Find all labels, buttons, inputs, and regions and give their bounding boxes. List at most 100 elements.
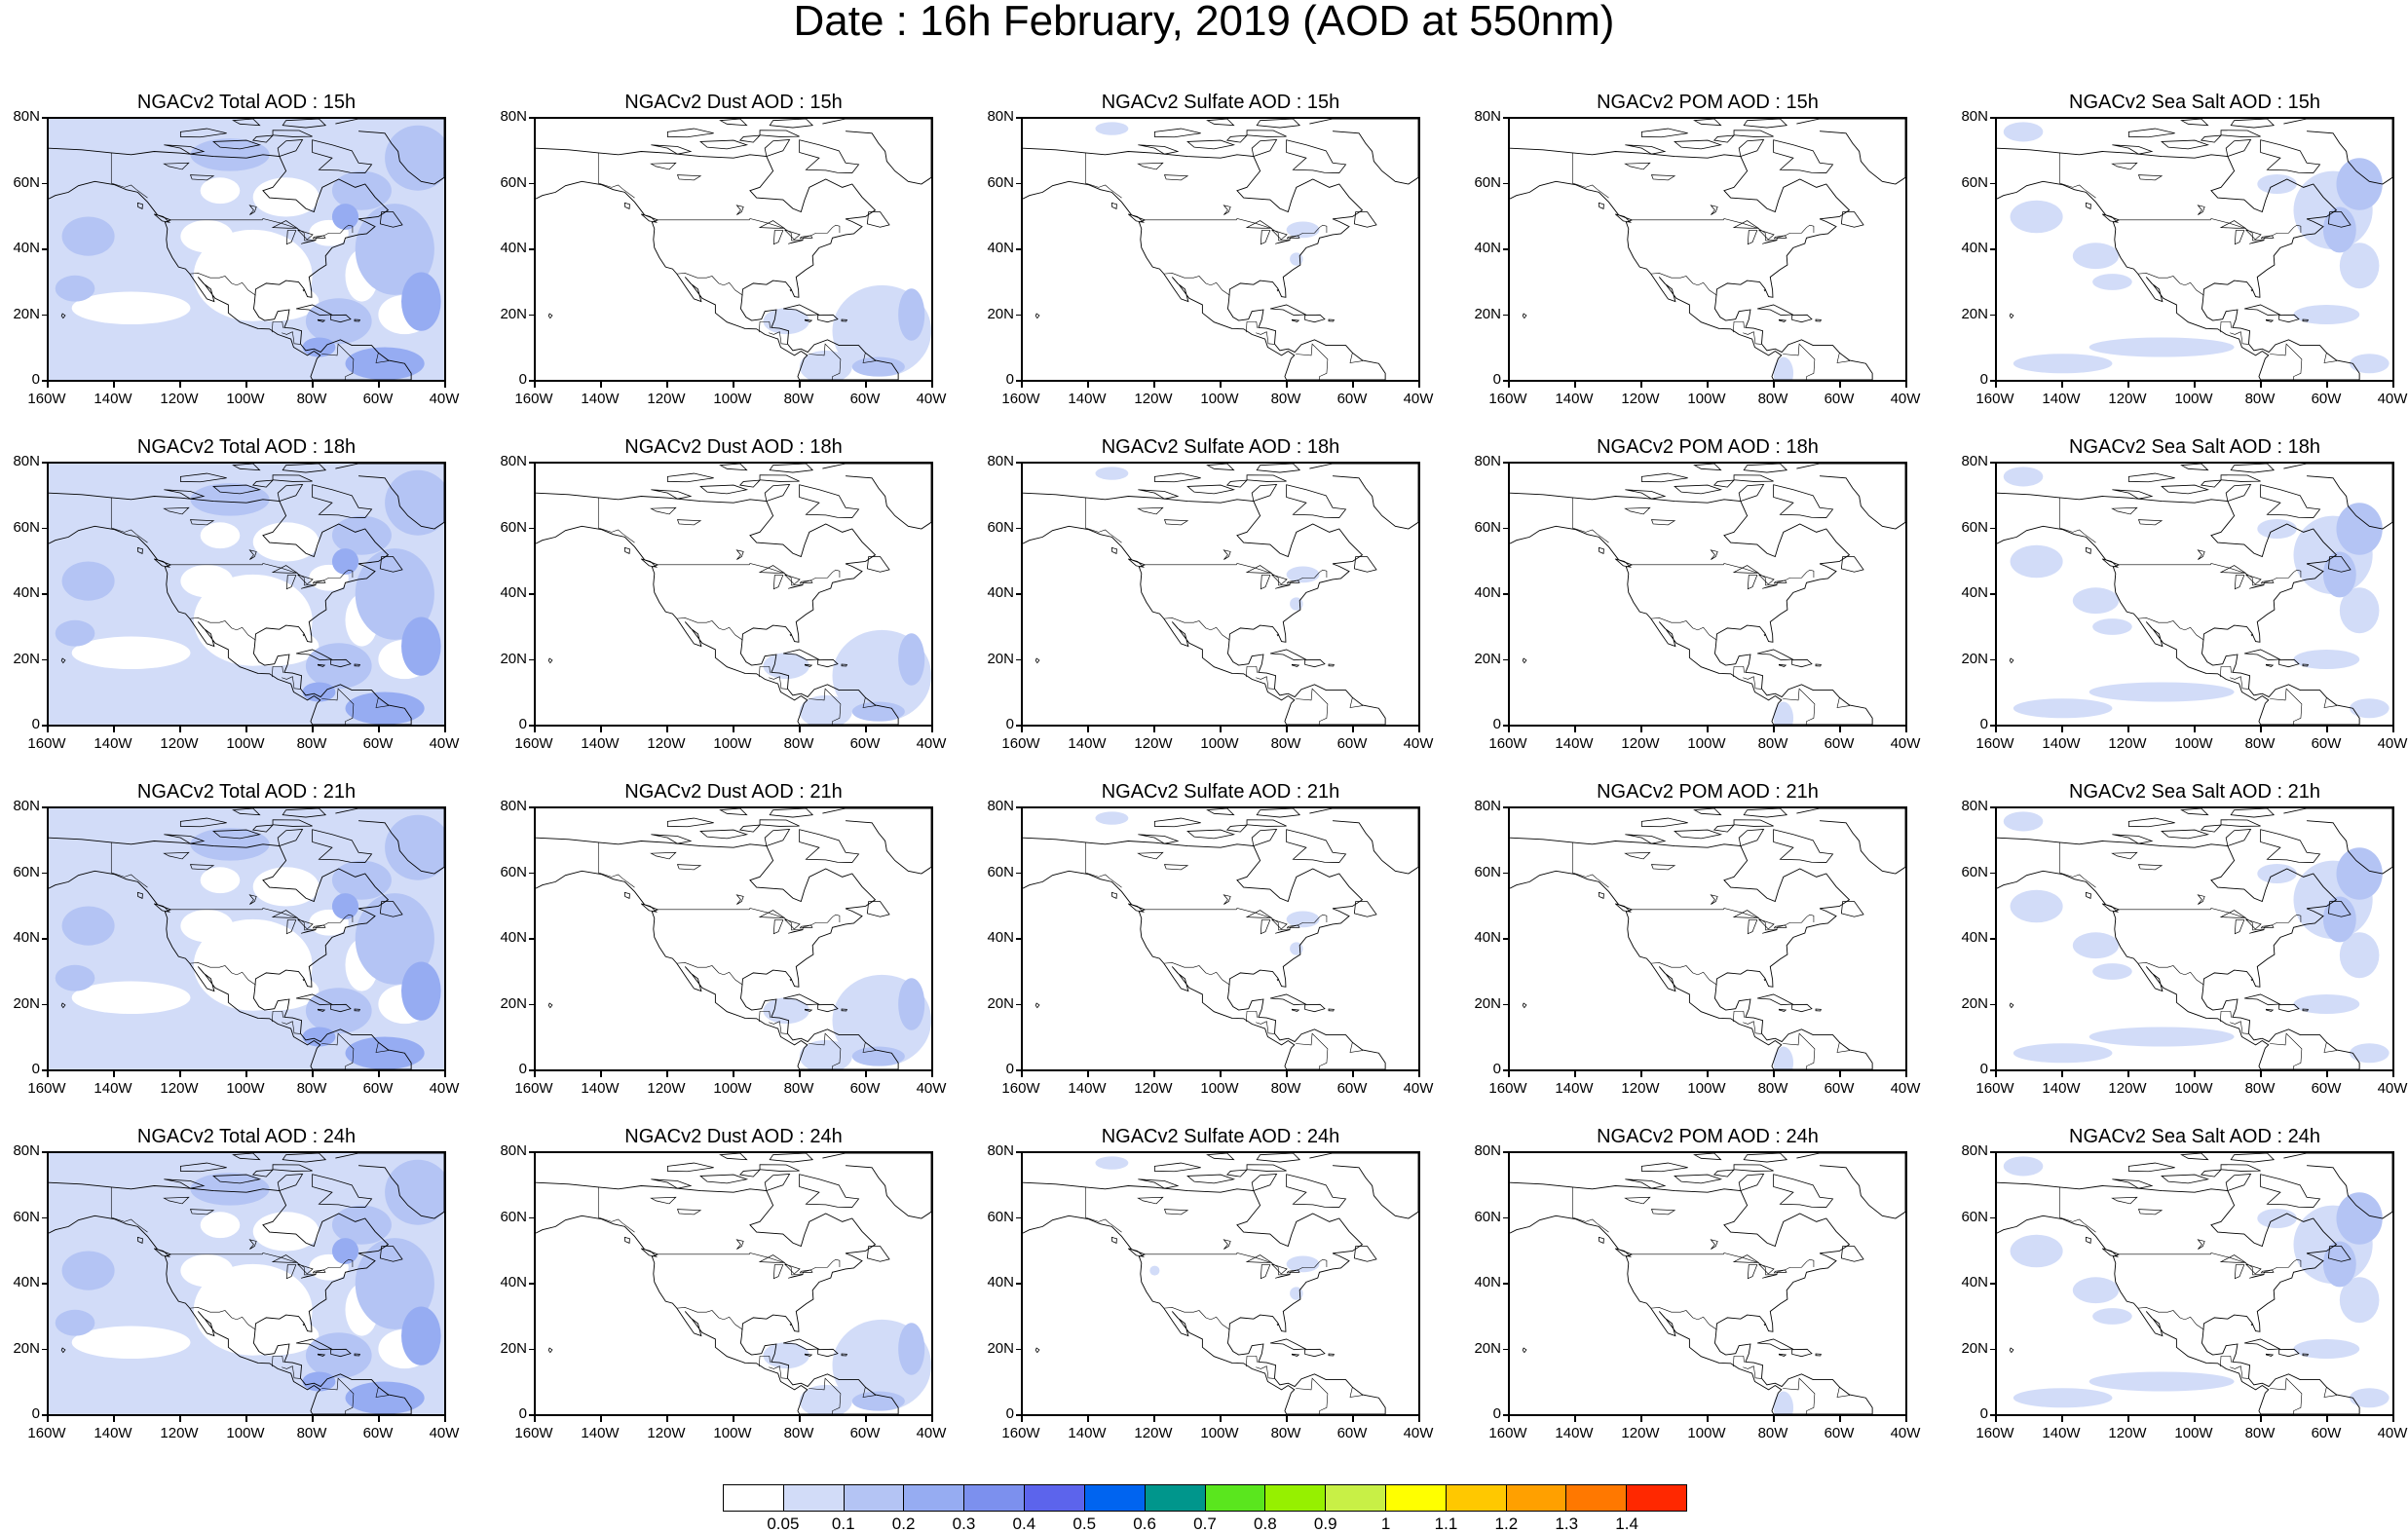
coastline-island bbox=[1614, 558, 1633, 568]
coastline-island bbox=[1773, 1174, 1834, 1208]
longitude-label: 40W bbox=[1403, 1425, 1434, 1441]
lake-outline bbox=[297, 1263, 314, 1275]
coastline-island bbox=[296, 993, 333, 1006]
coastline-greenland bbox=[335, 808, 444, 875]
aod-fill bbox=[55, 619, 95, 647]
coastline-island bbox=[789, 978, 792, 982]
aod-colorbar bbox=[723, 1484, 1687, 1512]
coastline-island bbox=[277, 484, 304, 503]
country-border bbox=[2323, 697, 2337, 708]
latitude-tick bbox=[529, 1216, 534, 1218]
longitude-label: 160W bbox=[27, 1080, 66, 1097]
country-border bbox=[677, 962, 743, 986]
lake-outline bbox=[1260, 230, 1271, 245]
country-border bbox=[1631, 563, 1815, 586]
colorbar-swatch bbox=[1205, 1485, 1266, 1511]
latitude-label: 20N bbox=[1961, 1339, 1988, 1357]
coastline-island bbox=[330, 314, 352, 323]
coastline-island bbox=[2302, 318, 2309, 322]
lake-outline bbox=[297, 918, 314, 930]
panel-title: NGACv2 POM AOD : 18h bbox=[1597, 436, 1819, 458]
aod-fill bbox=[331, 860, 392, 900]
lake-outline bbox=[297, 229, 314, 241]
map-canvas bbox=[49, 119, 444, 380]
country-border bbox=[1631, 218, 1815, 242]
coastline-island bbox=[2327, 211, 2352, 228]
longitude-tick bbox=[1153, 382, 1155, 388]
latitude-label: 40N bbox=[1474, 1274, 1501, 1290]
longitude-label: 100W bbox=[1200, 391, 1239, 407]
coastline-island bbox=[1286, 1174, 1347, 1208]
country-border bbox=[657, 908, 841, 931]
aod-fill bbox=[61, 1251, 115, 1290]
map-canvas bbox=[1023, 808, 1418, 1069]
longitude-tick bbox=[2194, 727, 2196, 732]
aod-fill bbox=[2322, 551, 2356, 598]
longitude-label: 120W bbox=[1621, 1080, 1660, 1097]
latitude-label: 80N bbox=[987, 798, 1014, 814]
longitude-label: 160W bbox=[1975, 1080, 2014, 1097]
longitude-tick bbox=[1021, 1071, 1023, 1077]
country-border bbox=[321, 1377, 355, 1414]
coastline-island bbox=[2127, 817, 2175, 828]
longitude-tick bbox=[1418, 1416, 1420, 1422]
coastline-island bbox=[354, 1353, 360, 1357]
longitude-label: 140W bbox=[2042, 1425, 2081, 1441]
latitude-tick bbox=[1016, 1003, 1021, 1005]
longitude-tick bbox=[2194, 382, 2196, 388]
longitude-tick bbox=[1574, 1071, 1576, 1077]
coastline-island bbox=[2112, 834, 2154, 844]
country-border bbox=[169, 1253, 354, 1276]
coastline-island bbox=[799, 1174, 860, 1208]
lake-outline bbox=[1624, 162, 1651, 170]
longitude-label: 80W bbox=[2244, 1425, 2276, 1441]
country-border bbox=[1349, 353, 1363, 363]
latitude-tick bbox=[42, 658, 47, 660]
country-border bbox=[321, 343, 355, 380]
country-border bbox=[190, 273, 256, 296]
coastline-island bbox=[1256, 808, 1301, 818]
latitude-label: 0 bbox=[1979, 1405, 1988, 1422]
lake-outline bbox=[1710, 205, 1718, 215]
longitude-label: 140W bbox=[2042, 1080, 2081, 1097]
latitude-tick bbox=[529, 725, 534, 727]
country-border bbox=[1743, 1021, 1762, 1034]
coastline-greenland bbox=[822, 1153, 931, 1219]
longitude-label: 40W bbox=[1890, 391, 1921, 407]
colorbar-swatch bbox=[904, 1485, 965, 1511]
lake-outline bbox=[285, 919, 297, 935]
aod-fill bbox=[71, 636, 191, 670]
coastline-island bbox=[804, 663, 813, 667]
longitude-tick bbox=[2260, 1416, 2262, 1422]
latitude-tick bbox=[1990, 806, 1995, 808]
coastline-island bbox=[1522, 313, 1527, 319]
longitude-tick bbox=[444, 1416, 446, 1422]
coastline-north-america bbox=[1997, 1181, 2360, 1414]
map-canvas bbox=[1510, 808, 1905, 1069]
coastline-island bbox=[1035, 657, 1040, 664]
aod-fill bbox=[2003, 1156, 2044, 1177]
coastline-island bbox=[1614, 213, 1633, 223]
coastline-island bbox=[2302, 1353, 2309, 1357]
latitude-label: 20N bbox=[987, 994, 1014, 1012]
coastline-island bbox=[1522, 1347, 1527, 1354]
longitude-label: 120W bbox=[1621, 1425, 1660, 1441]
coastline-island bbox=[1206, 464, 1235, 471]
country-border bbox=[862, 1387, 876, 1398]
country-border bbox=[1836, 1042, 1850, 1053]
coastline-island bbox=[317, 663, 326, 667]
coastline-island bbox=[1304, 658, 1326, 668]
coastline-island bbox=[738, 134, 762, 143]
lake-outline bbox=[650, 506, 677, 515]
colorbar-swatch bbox=[1265, 1485, 1327, 1511]
lake-outline bbox=[2245, 918, 2262, 930]
latitude-tick bbox=[42, 1283, 47, 1285]
longitude-tick bbox=[733, 727, 734, 732]
map-panel-dust bbox=[534, 1151, 933, 1416]
country-border bbox=[190, 617, 256, 641]
longitude-tick bbox=[1905, 1071, 1907, 1077]
longitude-tick bbox=[378, 727, 380, 732]
lake-outline bbox=[1223, 205, 1231, 215]
latitude-label: 20N bbox=[500, 1339, 527, 1357]
latitude-tick bbox=[529, 248, 534, 250]
